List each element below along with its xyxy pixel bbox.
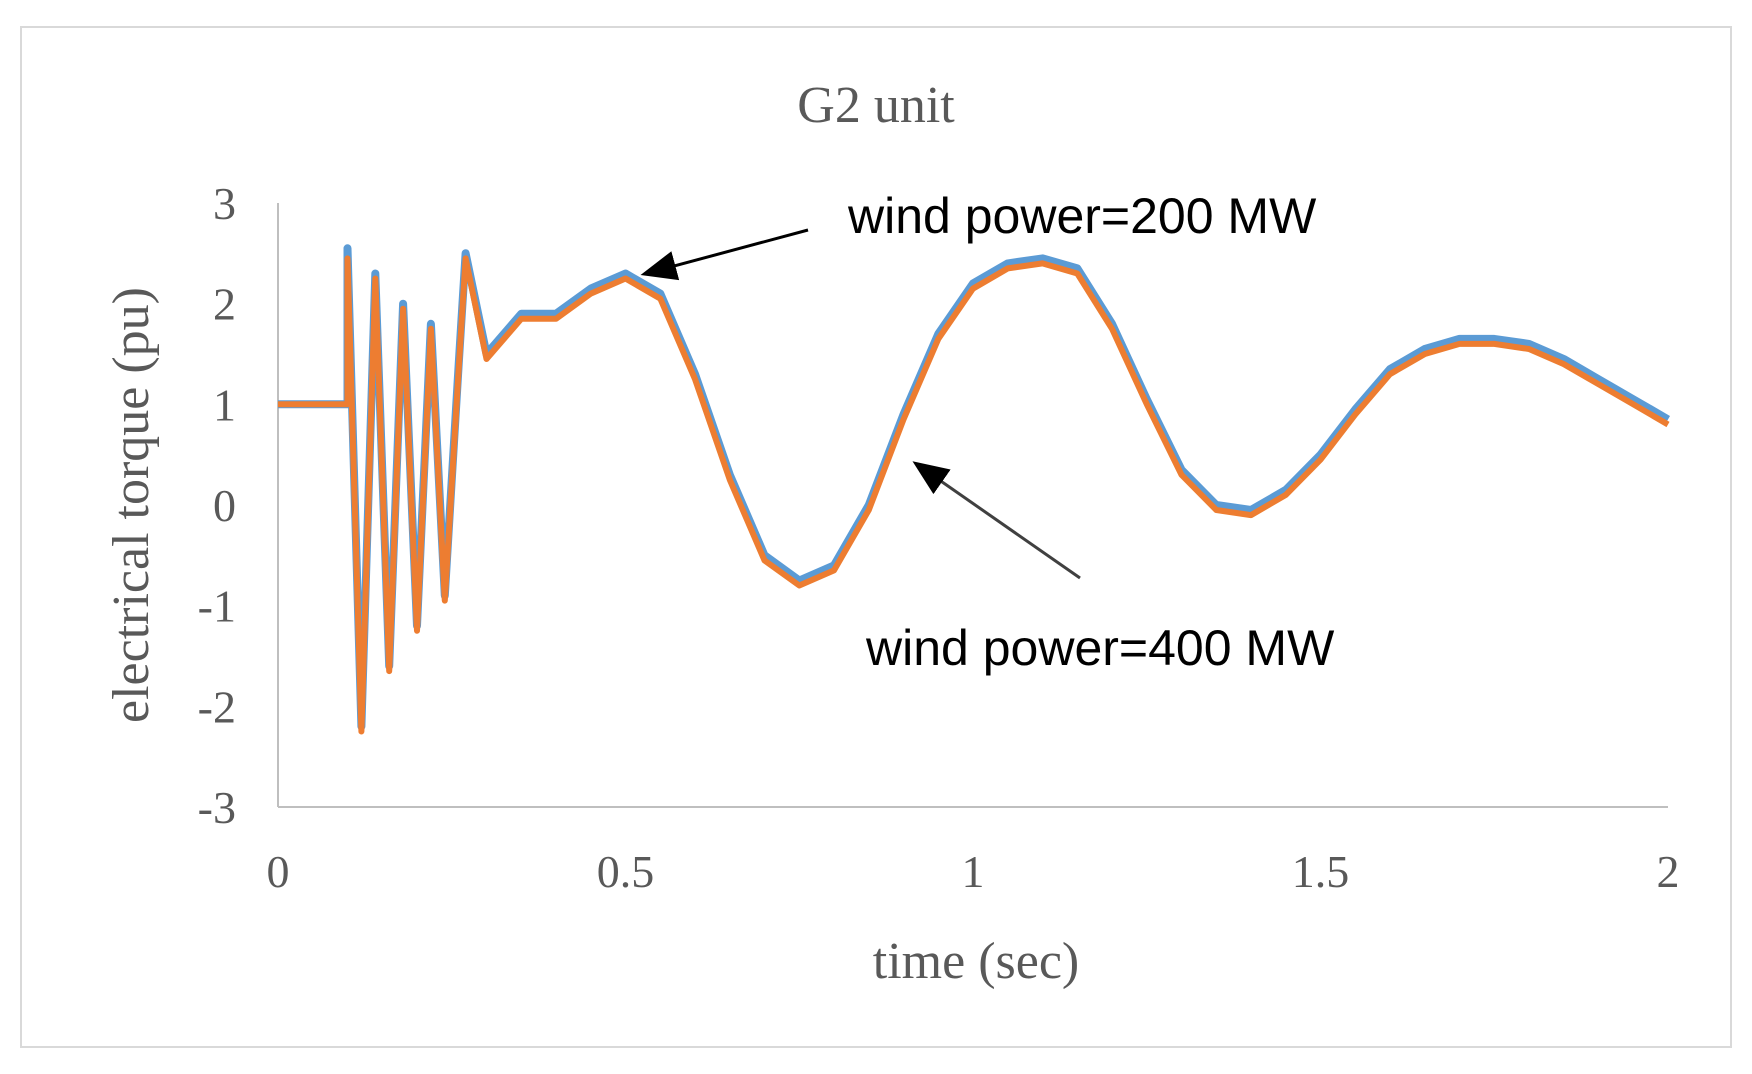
y-tick-label: 2 — [213, 279, 236, 330]
chart-frame — [20, 26, 1732, 1048]
x-tick-label: 1.5 — [1292, 846, 1350, 897]
chart-title: G2 unit — [797, 77, 955, 134]
annotation-arrow-200mw — [640, 228, 809, 281]
annotation-layer: wind power=200 MW wind power=400 MW — [640, 188, 1335, 676]
x-tick-label: 0.5 — [597, 846, 655, 897]
y-axis-label: electrical torque (pu) — [103, 287, 160, 723]
y-tick-label: 3 — [213, 178, 236, 229]
series-layer — [278, 244, 1671, 735]
y-tick-label: -1 — [198, 581, 236, 632]
series-line-400mw — [278, 255, 1670, 735]
x-tick-label: 0 — [267, 846, 290, 897]
x-axis-label: time (sec) — [873, 933, 1079, 990]
y-tick-label: -3 — [198, 782, 236, 833]
y-tick-label: -2 — [198, 681, 236, 732]
y-tick-labels: 3 2 1 0 -1 -2 -3 — [198, 178, 236, 833]
annotation-arrow-400mw — [912, 461, 1081, 580]
y-tick-label: 1 — [213, 379, 236, 430]
annotation-label-400mw: wind power=400 MW — [865, 620, 1335, 676]
axes — [277, 203, 1668, 808]
x-tick-label: 1 — [962, 846, 985, 897]
x-tick-labels: 0 0.5 1 1.5 2 — [267, 846, 1680, 897]
annotation-label-200mw: wind power=200 MW — [847, 188, 1317, 244]
y-tick-label: 0 — [213, 480, 236, 531]
x-tick-label: 2 — [1657, 846, 1680, 897]
